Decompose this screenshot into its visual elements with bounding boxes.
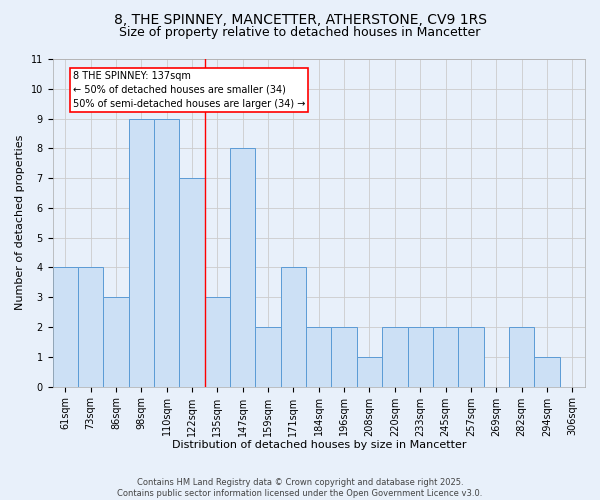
Bar xyxy=(407,327,433,386)
Bar xyxy=(509,327,534,386)
Bar xyxy=(382,327,407,386)
Bar xyxy=(128,118,154,386)
Text: 8 THE SPINNEY: 137sqm
← 50% of detached houses are smaller (34)
50% of semi-deta: 8 THE SPINNEY: 137sqm ← 50% of detached … xyxy=(73,71,305,109)
Bar xyxy=(256,327,281,386)
Bar xyxy=(103,298,128,386)
Text: Size of property relative to detached houses in Mancetter: Size of property relative to detached ho… xyxy=(119,26,481,39)
Bar xyxy=(534,357,560,386)
Bar xyxy=(433,327,458,386)
Bar xyxy=(281,268,306,386)
Bar xyxy=(154,118,179,386)
Bar xyxy=(179,178,205,386)
Bar xyxy=(205,298,230,386)
Bar xyxy=(458,327,484,386)
Text: Contains HM Land Registry data © Crown copyright and database right 2025.
Contai: Contains HM Land Registry data © Crown c… xyxy=(118,478,482,498)
Bar xyxy=(78,268,103,386)
Bar xyxy=(306,327,331,386)
Text: 8, THE SPINNEY, MANCETTER, ATHERSTONE, CV9 1RS: 8, THE SPINNEY, MANCETTER, ATHERSTONE, C… xyxy=(113,12,487,26)
Bar xyxy=(230,148,256,386)
Bar xyxy=(357,357,382,386)
Bar xyxy=(331,327,357,386)
Y-axis label: Number of detached properties: Number of detached properties xyxy=(15,135,25,310)
Bar xyxy=(53,268,78,386)
X-axis label: Distribution of detached houses by size in Mancetter: Distribution of detached houses by size … xyxy=(172,440,466,450)
